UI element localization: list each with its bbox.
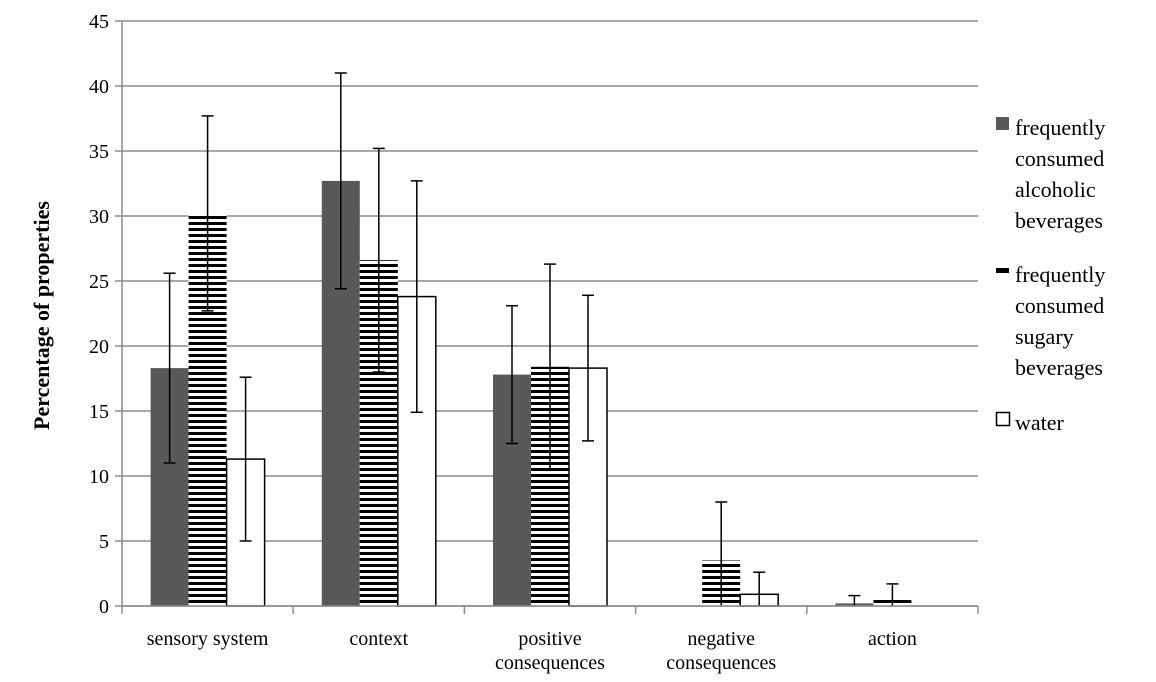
legend-label: beverages — [1015, 355, 1103, 380]
x-category-label: negative — [687, 628, 755, 650]
legend-label: frequently — [1015, 262, 1105, 287]
x-category-label: sensory system — [147, 628, 269, 650]
y-tick-label: 30 — [89, 206, 109, 228]
legend-label: beverages — [1015, 208, 1103, 233]
legend-swatch — [996, 117, 1009, 130]
legend-item-1: frequently consumed alcoholic beverages — [996, 115, 1105, 233]
legend-swatch — [995, 411, 1011, 427]
axis-labels: 0 5 10 15 20 25 30 35 40 45 sensory system context p… — [29, 11, 917, 674]
x-category-label: context — [349, 628, 408, 650]
y-axis-label: Percentage of properties — [29, 201, 54, 430]
y-tick-label: 25 — [89, 271, 109, 293]
y-tick-label: 20 — [89, 336, 109, 358]
y-tick-label: 35 — [89, 141, 109, 163]
x-category-label: action — [868, 628, 917, 650]
legend-label: consumed — [1015, 293, 1104, 318]
y-tick-label: 5 — [99, 531, 109, 553]
legend-label: alcoholic — [1015, 177, 1096, 202]
legend-item-2: frequently consumed sugary beverages — [996, 262, 1105, 380]
y-tick-label: 15 — [89, 401, 109, 423]
legend-label: sugary — [1015, 324, 1074, 349]
axes — [115, 20, 979, 614]
bars — [150, 180, 912, 607]
y-tick-label: 45 — [89, 11, 109, 33]
x-category-label: consequences — [666, 652, 776, 674]
legend-label: consumed — [1015, 146, 1104, 171]
legend-item-3: water — [995, 410, 1065, 435]
y-tick-label: 40 — [89, 76, 109, 98]
legend: frequentlyconsumedalcoholicbeveragesfreq… — [995, 115, 1105, 435]
legend-swatch — [996, 268, 1009, 273]
x-category-label: positive — [518, 628, 581, 650]
y-tick-label: 0 — [99, 596, 109, 618]
error-bars — [122, 72, 978, 607]
y-tick-label: 10 — [89, 466, 109, 488]
legend-label: water — [1015, 410, 1065, 435]
x-category-label: consequences — [495, 652, 605, 674]
legend-label: frequently — [1015, 115, 1105, 140]
